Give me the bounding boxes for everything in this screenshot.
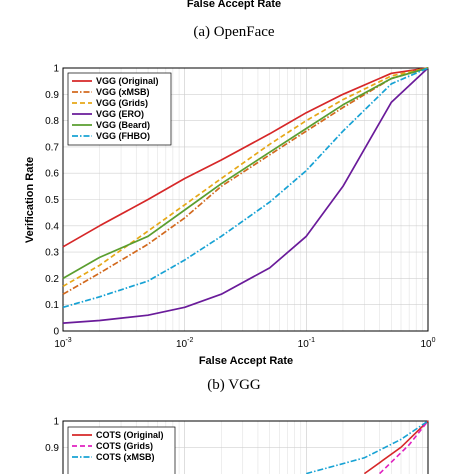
- x-tick-label: 100: [420, 337, 435, 350]
- legend-label: COTS (Original): [96, 430, 164, 440]
- cots-chart: 10.9 COTS (Original)COTS (Grids)COTS (xM…: [45, 417, 429, 474]
- series-lines: [306, 420, 429, 474]
- series-line: [62, 67, 429, 248]
- series-line: [62, 67, 429, 288]
- y-tick-label: 0.8: [45, 116, 59, 127]
- y-ticks: 0 0.1 0.2 0.3 0.4 0.5 0.6 0.7 0.8 0.9 1: [45, 64, 59, 338]
- series-line: [62, 67, 429, 280]
- top-caption: (a) OpenFace: [193, 24, 275, 40]
- y-tick-label: 0: [53, 327, 59, 338]
- x-ticks: 10-3 10-2 10-1 100: [54, 337, 435, 350]
- series-line: [62, 67, 429, 295]
- y-tick-label: 1: [53, 64, 59, 75]
- plot-frame: [62, 420, 429, 474]
- legend-label: VGG (xMSB): [96, 87, 150, 97]
- x-tick-label: 10-1: [298, 337, 315, 350]
- legend: VGG (Original)VGG (xMSB)VGG (Grids)VGG (…: [67, 72, 172, 146]
- y-tick-label: 0.7: [45, 142, 59, 153]
- y-tick-label: 0.5: [45, 195, 59, 206]
- chart-caption: (b) VGG: [207, 377, 261, 393]
- y-tick-label: 0.6: [45, 169, 59, 180]
- series-line: [379, 420, 429, 474]
- y-tick-label: 0.3: [45, 248, 59, 259]
- x-axis-label: False Accept Rate: [199, 355, 293, 367]
- y-tick-label: 1: [53, 417, 59, 428]
- series-line: [62, 67, 429, 324]
- series-line: [306, 420, 429, 474]
- legend-label: COTS (xMSB): [96, 452, 155, 462]
- legend-label: VGG (ERO): [96, 109, 144, 119]
- x-tick-label: 10-3: [54, 337, 71, 350]
- series-line: [62, 67, 429, 309]
- x-tick-label: 10-2: [176, 337, 193, 350]
- legend-box: [67, 72, 172, 146]
- y-tick-label: 0.9: [45, 443, 59, 454]
- legend-label: VGG (Beard): [96, 120, 150, 130]
- legend-label: VGG (Original): [96, 76, 159, 86]
- y-axis-label: Verification Rate: [24, 157, 36, 243]
- y-tick-label: 0.2: [45, 274, 59, 285]
- legend-label: COTS (Grids): [96, 441, 153, 451]
- series-line: [363, 420, 429, 474]
- legend-label: VGG (FHBO): [96, 131, 150, 141]
- legend-label: VGG (Grids): [96, 98, 148, 108]
- legend: COTS (Original)COTS (Grids)COTS (xMSB): [67, 426, 176, 474]
- vgg-chart: 00.10.20.30.40.50.60.70.80.91 10-3 10-2 10…: [24, 64, 436, 394]
- plot-frame: [62, 67, 429, 332]
- y-tick-label: 0.1: [45, 300, 59, 311]
- y-tick-label: 0.4: [45, 221, 59, 232]
- series-lines: [62, 67, 429, 324]
- y-tick-label: 0.9: [45, 90, 59, 101]
- top-xlabel: False Accept Rate: [187, 0, 281, 10]
- y-ticks: 10.9: [45, 417, 59, 454]
